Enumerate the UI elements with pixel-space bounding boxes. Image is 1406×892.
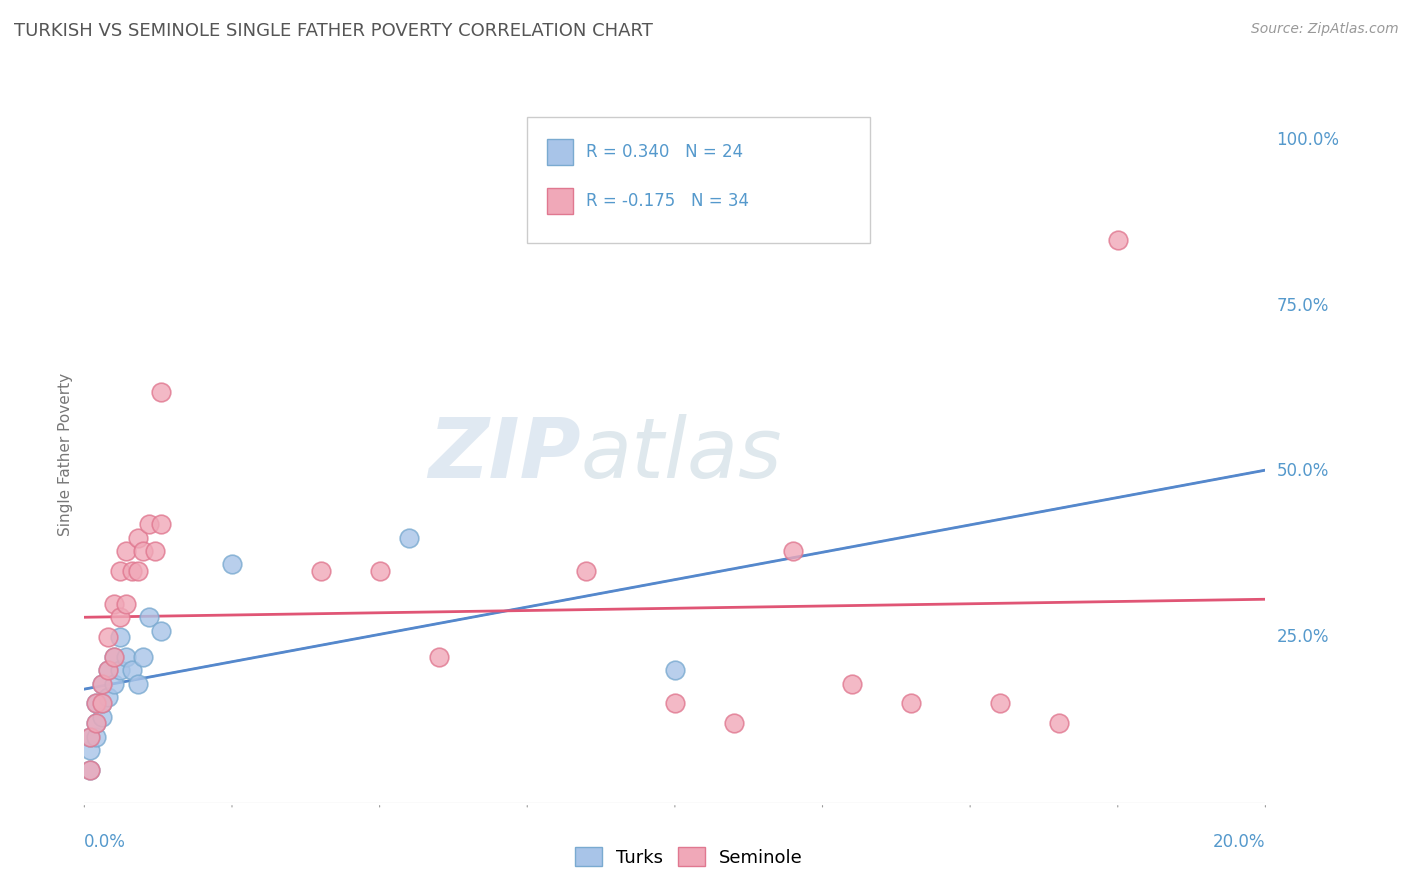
Point bbox=[1047, 716, 1070, 731]
Point bbox=[91, 676, 114, 690]
Point bbox=[91, 709, 114, 723]
Point bbox=[988, 697, 1011, 711]
Point bbox=[97, 663, 120, 677]
Point bbox=[575, 564, 598, 578]
Text: TURKISH VS SEMINOLE SINGLE FATHER POVERTY CORRELATION CHART: TURKISH VS SEMINOLE SINGLE FATHER POVERT… bbox=[14, 22, 652, 40]
Point bbox=[103, 676, 125, 690]
Point bbox=[108, 663, 131, 677]
Y-axis label: Single Father Poverty: Single Father Poverty bbox=[58, 374, 73, 536]
Point bbox=[84, 697, 107, 711]
Text: 0.0%: 0.0% bbox=[84, 833, 127, 851]
Point bbox=[79, 743, 101, 757]
Point bbox=[121, 663, 143, 677]
Point bbox=[841, 676, 863, 690]
Point bbox=[127, 676, 149, 690]
Point bbox=[132, 544, 155, 558]
Point bbox=[79, 730, 101, 744]
Point bbox=[103, 650, 125, 665]
Text: 25.0%: 25.0% bbox=[1277, 628, 1329, 646]
Point bbox=[91, 697, 114, 711]
Text: 20.0%: 20.0% bbox=[1213, 833, 1265, 851]
Point bbox=[664, 663, 686, 677]
Point bbox=[132, 650, 155, 665]
Text: R = 0.340   N = 24: R = 0.340 N = 24 bbox=[586, 144, 744, 161]
FancyBboxPatch shape bbox=[547, 187, 574, 214]
Point bbox=[664, 697, 686, 711]
Text: Source: ZipAtlas.com: Source: ZipAtlas.com bbox=[1251, 22, 1399, 37]
Text: 75.0%: 75.0% bbox=[1277, 297, 1329, 315]
Point bbox=[91, 697, 114, 711]
Point bbox=[84, 716, 107, 731]
Text: atlas: atlas bbox=[581, 415, 782, 495]
Point bbox=[127, 564, 149, 578]
Point bbox=[121, 564, 143, 578]
Text: ZIP: ZIP bbox=[427, 415, 581, 495]
Point bbox=[84, 697, 107, 711]
Point bbox=[427, 650, 450, 665]
Text: 100.0%: 100.0% bbox=[1277, 131, 1340, 149]
Point bbox=[782, 544, 804, 558]
Point bbox=[84, 716, 107, 731]
FancyBboxPatch shape bbox=[547, 139, 574, 166]
Point bbox=[150, 384, 173, 399]
Point bbox=[900, 697, 922, 711]
Point bbox=[79, 763, 101, 777]
Text: R = -0.175   N = 34: R = -0.175 N = 34 bbox=[586, 192, 749, 210]
Point bbox=[103, 650, 125, 665]
Point bbox=[114, 544, 136, 558]
Point bbox=[723, 716, 745, 731]
Point bbox=[108, 630, 131, 644]
Point bbox=[398, 531, 420, 545]
Point bbox=[79, 763, 101, 777]
Point bbox=[127, 531, 149, 545]
Point bbox=[97, 630, 120, 644]
Point bbox=[84, 730, 107, 744]
Point bbox=[150, 517, 173, 532]
Point bbox=[221, 558, 243, 572]
FancyBboxPatch shape bbox=[527, 118, 870, 243]
Point bbox=[143, 544, 166, 558]
Point bbox=[138, 610, 160, 624]
Point bbox=[368, 564, 391, 578]
Point bbox=[91, 676, 114, 690]
Text: 50.0%: 50.0% bbox=[1277, 462, 1329, 481]
Point bbox=[309, 564, 332, 578]
Point bbox=[108, 564, 131, 578]
Point bbox=[150, 624, 173, 638]
Point bbox=[103, 597, 125, 611]
Point bbox=[79, 730, 101, 744]
Point bbox=[138, 517, 160, 532]
Legend: Turks, Seminole: Turks, Seminole bbox=[568, 840, 810, 874]
Point bbox=[97, 690, 120, 704]
Point bbox=[1107, 233, 1129, 247]
Point bbox=[108, 610, 131, 624]
Point bbox=[114, 597, 136, 611]
Point bbox=[97, 663, 120, 677]
Point bbox=[114, 650, 136, 665]
